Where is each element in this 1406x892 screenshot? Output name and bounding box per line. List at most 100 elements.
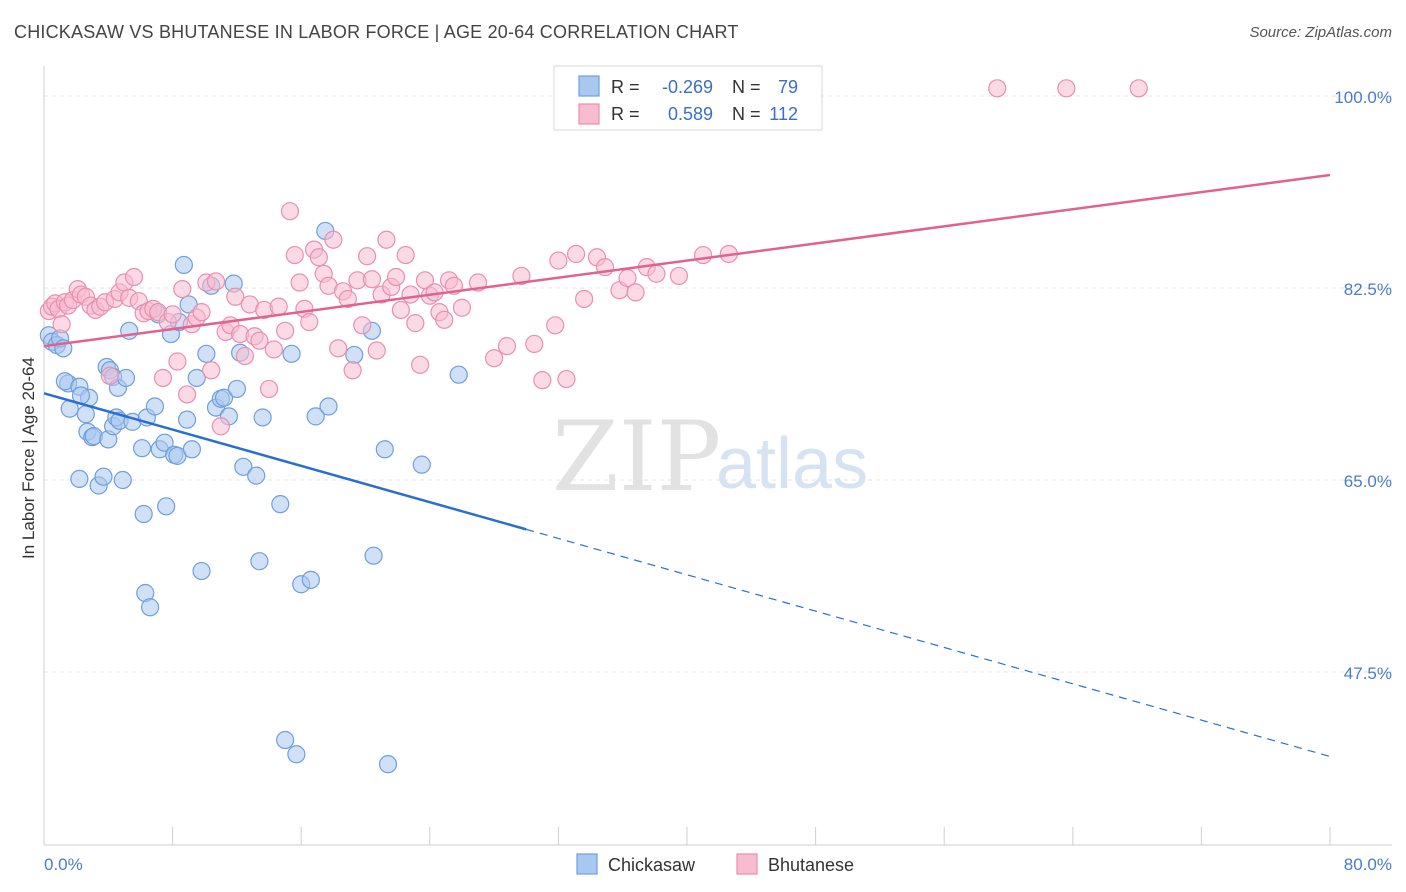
point-chickasaw-36 xyxy=(155,433,174,452)
point-bhutanese-92 xyxy=(525,334,544,354)
point-bhutanese-97 xyxy=(566,244,586,264)
point-bhutanese-106 xyxy=(669,266,689,286)
stats-swatch-chickasaw xyxy=(578,75,600,97)
point-bhutanese-20 xyxy=(124,267,144,287)
point-bhutanese-62 xyxy=(329,339,348,358)
x-tick-label-0: 0.0% xyxy=(44,855,83,874)
stats-box: R = -0.269 N = 79 R = 0.589 N = 112 xyxy=(553,65,823,131)
point-chickasaw-60 xyxy=(253,408,272,427)
chart-title: CHICKASAW VS BHUTANESE IN LABOR FORCE | … xyxy=(14,22,739,42)
point-bhutanese-51 xyxy=(276,321,295,340)
axes xyxy=(43,66,1392,846)
point-bhutanese-46 xyxy=(250,331,269,350)
point-chickasaw-46 xyxy=(187,368,206,388)
point-chickasaw-57 xyxy=(234,457,253,476)
point-bhutanese-89 xyxy=(485,349,504,368)
series-bhutanese-points xyxy=(39,79,1148,436)
point-bhutanese-67 xyxy=(353,316,372,335)
point-bhutanese-48 xyxy=(259,379,279,399)
stats-n-value-1: 79 xyxy=(778,77,798,97)
point-bhutanese-50 xyxy=(269,297,288,316)
legend: Chickasaw Bhutanese xyxy=(576,853,854,875)
point-bhutanese-98 xyxy=(575,289,594,309)
watermark-zip: ZIP xyxy=(552,401,721,513)
point-bhutanese-26 xyxy=(153,368,173,388)
trendline-bhutanese xyxy=(43,173,1331,348)
point-bhutanese-79 xyxy=(411,355,430,374)
stats-r-value-1: -0.269 xyxy=(662,77,713,97)
legend-swatch-chickasaw xyxy=(576,853,598,875)
point-chickasaw-37 xyxy=(157,497,176,516)
stats-n-label-2: N = xyxy=(732,104,761,124)
watermark-atlas: atlas xyxy=(716,424,868,504)
point-bhutanese-93 xyxy=(533,371,552,390)
point-chickasaw-47 xyxy=(192,561,211,581)
point-bhutanese-37 xyxy=(206,272,226,291)
point-bhutanese-84 xyxy=(435,310,454,329)
point-bhutanese-28 xyxy=(163,305,182,324)
point-bhutanese-94 xyxy=(546,316,565,335)
point-bhutanese-107 xyxy=(693,245,713,265)
point-bhutanese-53 xyxy=(285,245,304,265)
point-chickasaw-59 xyxy=(250,552,269,571)
point-bhutanese-56 xyxy=(300,312,319,332)
point-chickasaw-71 xyxy=(364,546,383,565)
point-bhutanese-72 xyxy=(377,230,396,249)
point-bhutanese-87 xyxy=(452,298,472,317)
point-chickasaw-42 xyxy=(174,255,193,275)
point-bhutanese-29 xyxy=(168,352,187,371)
point-chickasaw-64 xyxy=(287,745,306,764)
point-bhutanese-90 xyxy=(497,337,517,356)
point-chickasaw-32 xyxy=(134,504,153,524)
point-bhutanese-96 xyxy=(557,369,576,389)
point-bhutanese-41 xyxy=(226,287,245,306)
trendline-chickasaw-extension xyxy=(526,528,1331,758)
stats-swatch-bhutanese xyxy=(578,103,600,125)
x-tick-label-1: 80.0% xyxy=(1344,855,1392,874)
point-bhutanese-78 xyxy=(406,314,425,333)
point-chickasaw-11 xyxy=(76,405,95,424)
trendlines xyxy=(43,173,1331,758)
legend-swatch-bhutanese xyxy=(736,853,758,875)
point-bhutanese-15 xyxy=(100,366,120,385)
point-bhutanese-69 xyxy=(362,270,382,289)
stats-n-value-2: 112 xyxy=(769,104,798,124)
point-chickasaw-76 xyxy=(449,365,468,384)
point-bhutanese-36 xyxy=(202,361,221,380)
stats-r-value-2: 0.589 xyxy=(668,104,713,124)
point-chickasaw-55 xyxy=(227,379,246,399)
point-bhutanese-54 xyxy=(290,273,309,292)
point-chickasaw-30 xyxy=(132,439,152,458)
point-bhutanese-103 xyxy=(626,283,645,302)
point-bhutanese-110 xyxy=(1057,79,1076,98)
point-chickasaw-78 xyxy=(140,598,160,617)
point-bhutanese-105 xyxy=(647,264,666,283)
point-bhutanese-91 xyxy=(512,266,531,286)
point-chickasaw-67 xyxy=(306,407,325,426)
point-chickasaw-63 xyxy=(276,730,295,750)
point-bhutanese-31 xyxy=(177,385,197,404)
stats-n-label-1: N = xyxy=(732,77,761,97)
point-bhutanese-38 xyxy=(211,417,230,436)
y-tick-label-1: 82.5% xyxy=(1344,280,1392,299)
point-bhutanese-68 xyxy=(358,247,377,266)
y-tick-label-0: 100.0% xyxy=(1334,88,1392,107)
point-chickasaw-33 xyxy=(145,397,165,416)
point-bhutanese-64 xyxy=(338,289,357,309)
point-bhutanese-111 xyxy=(1129,79,1148,98)
stats-r-label-1: R = xyxy=(611,77,640,97)
point-bhutanese-52 xyxy=(280,202,300,221)
point-bhutanese-61 xyxy=(324,230,343,249)
legend-label-bhutanese: Bhutanese xyxy=(768,855,854,875)
point-bhutanese-74 xyxy=(386,267,406,287)
trendline-chickasaw xyxy=(43,392,527,531)
point-chickasaw-48 xyxy=(197,344,216,363)
point-chickasaw-74 xyxy=(378,755,398,774)
grid-lines xyxy=(44,95,1392,673)
point-chickasaw-62 xyxy=(282,344,301,363)
point-bhutanese-109 xyxy=(988,79,1007,98)
point-chickasaw-52 xyxy=(214,388,234,407)
tick-labels: 100.0% 82.5% 65.0% 47.5% 0.0% 80.0% xyxy=(44,88,1392,874)
point-chickasaw-69 xyxy=(319,397,338,416)
